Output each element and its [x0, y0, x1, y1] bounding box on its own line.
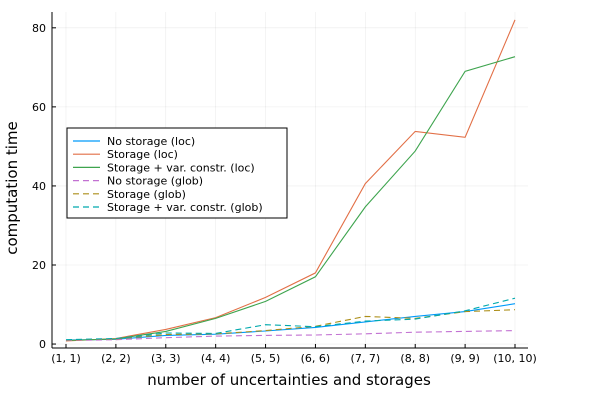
x-tick-label: (10, 10)	[493, 352, 537, 365]
legend-box	[66, 127, 288, 219]
series-line	[65, 297, 516, 341]
legend-label: Storage (glob)	[107, 188, 186, 201]
x-tick-label: (1, 1)	[51, 352, 81, 365]
legend-label: No storage (loc)	[107, 135, 195, 148]
series-line	[65, 303, 516, 341]
y-tick-label: 60	[32, 101, 46, 114]
series-group	[65, 19, 516, 342]
x-tick-label: (4, 4)	[201, 352, 231, 365]
legend-label: Storage (loc)	[107, 148, 178, 161]
series-line	[65, 330, 516, 342]
y-tick-label: 80	[32, 22, 46, 35]
y-tick-label: 0	[39, 338, 46, 351]
legend-label: Storage + var. constr. (loc)	[107, 161, 255, 174]
x-tick-label: (6, 6)	[301, 352, 331, 365]
x-axis-title: number of uncertainties and storages	[147, 371, 431, 389]
legend-label: No storage (glob)	[107, 175, 203, 188]
y-tick-label: 40	[32, 180, 46, 193]
legend: No storage (loc)Storage (loc)Storage + v…	[66, 127, 288, 219]
x-tick-label: (8, 8)	[400, 352, 430, 365]
series-line	[65, 56, 516, 342]
x-tick-label: (2, 2)	[101, 352, 131, 365]
axes: (1, 1) (2, 2) (3, 3) (4, 4) (5, 5) (6, 6) (7, …	[32, 12, 537, 365]
x-tick-label: (9, 9)	[450, 352, 480, 365]
x-tick-label: (5, 5)	[251, 352, 281, 365]
y-axis-title: computation time	[3, 121, 21, 255]
y-tick-label: 20	[32, 259, 46, 272]
series-line	[65, 19, 516, 342]
legend-label: Storage + var. constr. (glob)	[107, 201, 263, 214]
x-tick-label: (3, 3)	[151, 352, 181, 365]
x-tick-label: (7, 7)	[351, 352, 381, 365]
